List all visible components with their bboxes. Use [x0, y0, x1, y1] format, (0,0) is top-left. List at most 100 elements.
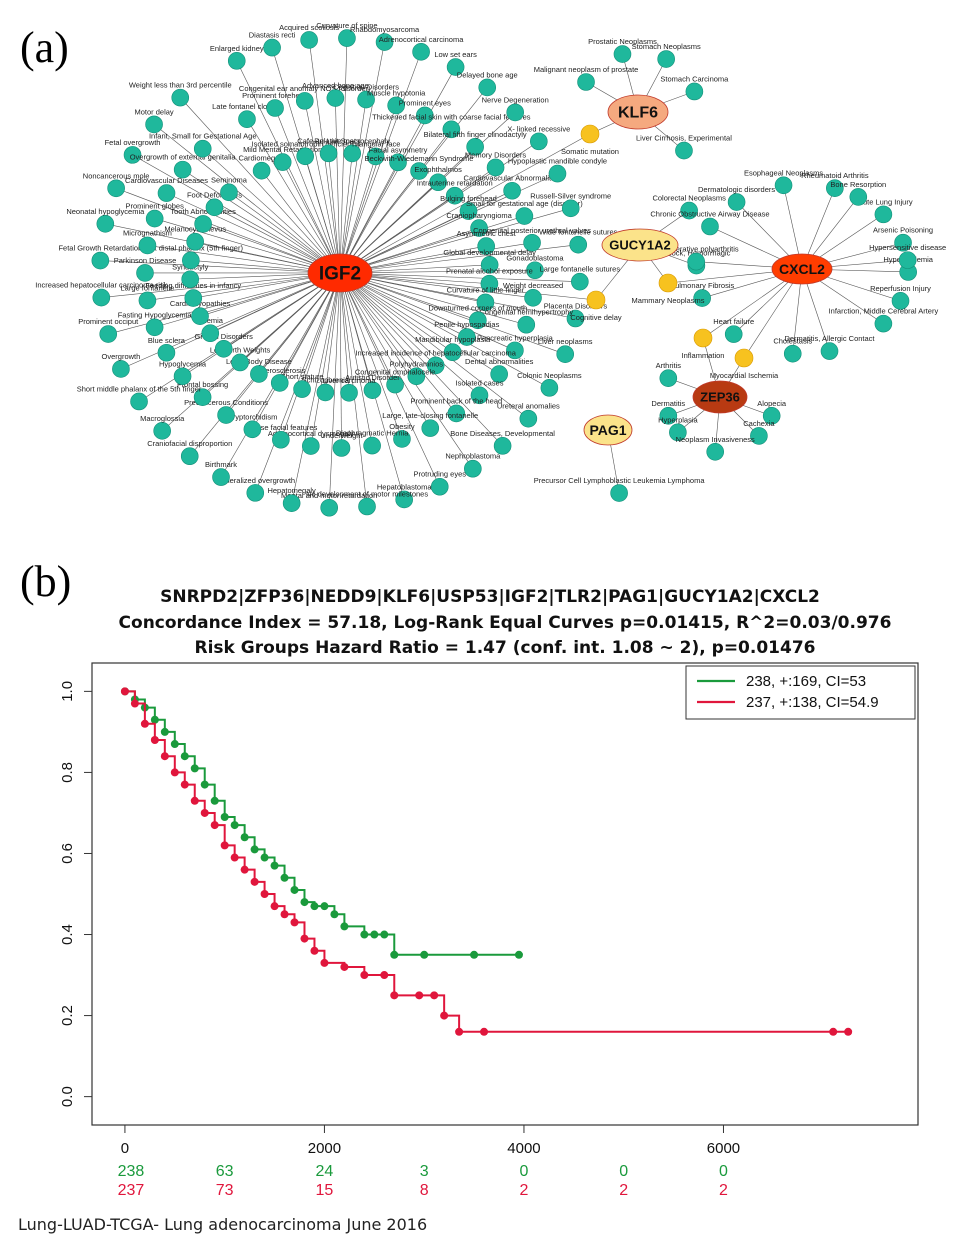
hub-node-zfp36 [692, 380, 748, 414]
leaf-node-isolated-cases [470, 386, 489, 405]
edge-igf2-noncancerous-mole [116, 187, 341, 274]
leaf-node-precursor-cell-lymphoblastic-leukemia-lymphoma [610, 484, 628, 502]
risk-table: 238 63 24 3 0 0 0 237 73 15 8 2 2 2 [118, 1163, 728, 1199]
leaf-label-x-linked-recessive: X- linked recessive [507, 124, 570, 133]
leaf-label-liver-carcinoma: Liver carcinoma [323, 376, 377, 385]
x-tick-label-0: 0 [121, 1140, 129, 1157]
leaf-label-micrognathism: Micrognathism [123, 228, 172, 237]
leaf-label-mental-and-motor-retardation: Mental and motor retardation [281, 491, 377, 500]
edge-igf2-wide-fontanelle-sutures [339, 244, 579, 274]
leaf-node-coarse-facial-features [272, 430, 290, 449]
leaf-node-prominent-eyes [416, 106, 434, 125]
leaf-node-colorectal-neoplasms [680, 201, 698, 220]
edge-igf2-macroglossia [161, 272, 341, 432]
leaf-node-bulging-forehead [459, 202, 478, 220]
leaf-label-curvature-of-little-finger: Curvature of little finger [447, 285, 525, 294]
leaf-node-nerve-degeneration [506, 103, 525, 122]
leaf-label-protruding-eyes: Protruding eyes [413, 470, 466, 479]
leaf-node-increased-incidence-of-hepatocellular-carcinoma [426, 356, 445, 375]
leaf-node-heart-failure [724, 325, 743, 343]
edge-igf2-weight-less-than-3rd-percentile [180, 97, 341, 274]
edge-igf2-infant-small-for-gestational-age [202, 148, 341, 274]
leaf-node-micrognathism [138, 236, 157, 255]
leaf-label-beckwith-wiedemann-syndrome: Beckwith-Wiedemann Syndrome [365, 154, 474, 163]
leaf-label-colorectal-neoplasms: Colorectal Neoplasms [652, 194, 726, 203]
leaf-node-low-birth-weights [231, 353, 249, 372]
leaf-node-melanocytic-nevus [186, 232, 204, 251]
edge-igf2-fasting-hypoglycemia [154, 272, 341, 328]
leaf-node-increased-hepatocellular-carcinoma-risk [92, 288, 111, 307]
x-tick-label-2: 4000 [507, 1140, 540, 1157]
shared-node-cognitive-delay [586, 290, 606, 310]
leaf-node-seminoma [220, 183, 238, 202]
leaf-node-arsenic-poisoning [894, 233, 912, 252]
hub-label-cxcl2: CXCL2 [779, 261, 825, 277]
leaf-label-arthritis: Arthritis [656, 361, 682, 370]
leaf-node-frontal-bossing [193, 388, 212, 406]
censor-point-1-7 [190, 796, 199, 805]
edge-igf2-congenital-hemihypertrophy [339, 272, 527, 326]
legend-label-0: 238, +:169, CI=53 [746, 673, 866, 690]
censor-point-0-14 [260, 853, 269, 862]
edge-igf2-cognition-disorders [339, 99, 367, 274]
censor-point-1-8 [200, 808, 209, 817]
plot-frame [91, 662, 919, 1126]
risk-value-1-1: 73 [216, 1182, 234, 1199]
leaf-label-late-fontanel-closure: Late fontanel closure [212, 102, 282, 111]
legend-label-1: 237, +:138, CI=54.9 [746, 694, 879, 711]
censor-point-1-6 [180, 780, 189, 789]
leaf-node-nephroblastoma [464, 459, 482, 478]
leaf-label-bulging-forehead: Bulging forehead [440, 194, 497, 203]
leaf-node-schizophrenia [316, 383, 335, 402]
leaf-label-prenatal-alcohol-exposure: Prenatal alcohol exposure [446, 267, 533, 276]
leaf-label-stomach-carcinoma: Stomach Carcinoma [660, 74, 729, 83]
leaf-label-heart-failure: Heart failure [713, 317, 754, 326]
censor-point-1-4 [160, 752, 169, 761]
leaf-node-macroglossia [153, 422, 171, 440]
edge-igf2-delayed-bone-age [339, 87, 488, 274]
censor-point-1-10 [220, 841, 229, 850]
leaf-node-acute-lung-injury [874, 205, 893, 224]
edge-igf2-short-stature [301, 272, 341, 390]
leaf-label-stomach-neoplasms: Stomach Neoplasms [632, 42, 701, 51]
leaf-label-mild-mental-retardation: Mild Mental Retardation [243, 145, 322, 154]
chart-title: SNRPD2|ZFP36|NEDD9|KLF6|USP53|IGF2|TLR2|… [160, 587, 820, 607]
leaf-label-cholestasis: Cholestasis [773, 337, 812, 346]
leaf-node-prominent-back-of-the-head [447, 404, 466, 423]
leaf-node-growth-disorders [214, 340, 233, 358]
y-tick-label-1: 0.2 [59, 1005, 76, 1026]
leaf-node-dermatologic-disorders [727, 193, 746, 211]
leaf-label-rhabdomyosarcoma: Rhabdomyosarcoma [350, 25, 420, 34]
leaf-label-short-stature: Short stature [281, 372, 324, 381]
censor-point-1-23 [380, 971, 389, 980]
leaf-node-infarction-middle-cerebral-artery [874, 314, 893, 333]
leaf-label-precursor-cell-lymphoblastic-leukemia-lymphoma: Precursor Cell Lymphoblastic Leukemia Ly… [534, 476, 706, 485]
leaf-label-fetal-growth-retardation: Fetal Growth Retardation [58, 244, 142, 253]
leaf-node-ureteral-anomalies [519, 409, 538, 428]
censor-point-0-13 [250, 845, 259, 854]
leaf-label-reperfusion-injury: Reperfusion Injury [870, 284, 931, 293]
leaf-node-bone-resorption [849, 188, 868, 206]
leaf-label-parkinson-disease: Parkinson Disease [114, 256, 177, 265]
hub-label-zfp36: ZEP36 [700, 390, 740, 405]
hub-node-klf6 [607, 94, 669, 130]
edge-igf2-triangular-face [339, 156, 376, 274]
chart-legend: 238, +:169, CI=53 237, +:138, CI=54.9 [685, 665, 916, 720]
leaf-label-ureteral-anomalies: Ureteral anomalies [497, 402, 560, 411]
leaf-label-large-fontanelle-sutures: Large fontanelle sutures [540, 265, 621, 274]
leaf-node-stomach-neoplasms [657, 50, 675, 68]
leaf-node-triangular-face [366, 147, 385, 166]
leaf-node-prominent-globes [145, 209, 164, 228]
leaf-label-facial-asymmetry: Facial asymmetry [369, 145, 428, 154]
censor-point-0-15 [270, 861, 279, 870]
edge-igf2-liver-carcinoma [339, 272, 350, 393]
edge-igf2-cryptorchidism [252, 272, 341, 430]
leaf-label-pancreatic-hyperplasia: Pancreatic hyperplasia [477, 333, 554, 342]
leaf-label-placenta-disorders: Placenta Disorders [544, 302, 608, 311]
censor-point-0-20 [320, 902, 329, 911]
edge-igf2-gonadoblastoma [339, 269, 535, 274]
leaf-label-precancerous-conditions: Precancerous Conditions [184, 398, 268, 407]
leaf-label-birthmark: Birthmark [205, 460, 237, 469]
edge-igf2-small-for-gestational-age-disorder [339, 215, 525, 274]
shared-node-inflammation [693, 328, 713, 348]
